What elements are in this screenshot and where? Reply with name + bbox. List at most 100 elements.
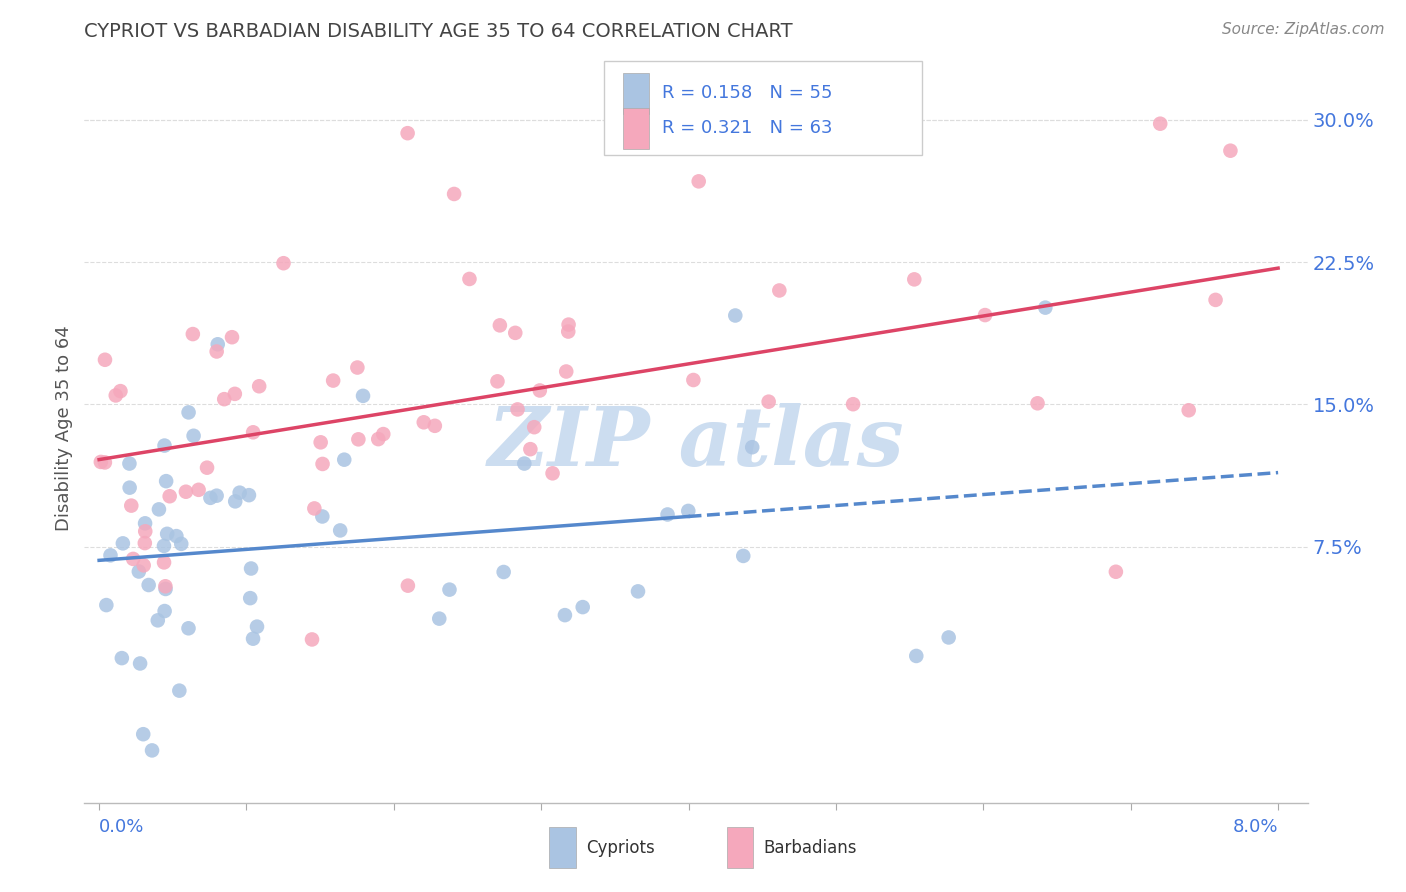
Point [138, 578, 160, 592]
Point [768, 284, 790, 298]
Point [557, 318, 579, 332]
Point [273, 256, 295, 270]
Point [146, 613, 169, 627]
Point [153, 539, 176, 553]
Point [506, 402, 529, 417]
Point [486, 375, 509, 389]
Point [170, 537, 193, 551]
FancyBboxPatch shape [550, 827, 576, 869]
Point [129, 657, 152, 671]
Point [195, 460, 218, 475]
Point [224, 494, 246, 508]
Point [122, 552, 145, 566]
Point [187, 483, 209, 497]
Point [174, 484, 197, 499]
FancyBboxPatch shape [623, 108, 650, 149]
Point [155, 474, 177, 488]
Point [94, 352, 117, 367]
Point [304, 501, 326, 516]
Point [541, 467, 564, 481]
Point [458, 272, 481, 286]
Point [153, 439, 176, 453]
Point [627, 584, 650, 599]
Point [200, 491, 222, 505]
Point [128, 565, 150, 579]
Point [503, 326, 526, 340]
Point [555, 364, 578, 378]
Point [205, 344, 228, 359]
Point [110, 384, 132, 398]
Point [1026, 396, 1049, 410]
Point [96, 598, 118, 612]
Point [741, 440, 763, 454]
Text: CYPRIOT VS BARBADIAN DISABILITY AGE 35 TO 64 CORRELATION CHART: CYPRIOT VS BARBADIAN DISABILITY AGE 35 T… [84, 21, 793, 41]
Point [311, 457, 333, 471]
Point [1105, 565, 1128, 579]
Point [221, 330, 243, 344]
Point [134, 516, 156, 531]
Point [239, 591, 262, 606]
Point [311, 509, 333, 524]
Point [111, 536, 134, 550]
Text: ZIP atlas: ZIP atlas [488, 403, 904, 483]
Point [443, 186, 465, 201]
Point [373, 427, 395, 442]
Point [322, 374, 344, 388]
Point [554, 608, 576, 623]
Point [118, 481, 141, 495]
Point [758, 394, 780, 409]
Point [1149, 117, 1171, 131]
Point [153, 604, 176, 618]
Point [492, 565, 515, 579]
Point [523, 420, 546, 434]
Text: 0.0%: 0.0% [98, 818, 145, 836]
Point [132, 727, 155, 741]
Point [205, 489, 228, 503]
Point [94, 455, 117, 469]
Point [242, 425, 264, 440]
Point [903, 272, 925, 286]
Point [557, 325, 579, 339]
Point [724, 309, 747, 323]
Text: R = 0.321   N = 63: R = 0.321 N = 63 [662, 120, 832, 137]
Point [155, 579, 177, 593]
Point [238, 488, 260, 502]
Point [519, 442, 541, 457]
Point [905, 648, 928, 663]
Y-axis label: Disability Age 35 to 64: Disability Age 35 to 64 [55, 326, 73, 531]
Point [352, 389, 374, 403]
Point [842, 397, 865, 411]
FancyBboxPatch shape [605, 61, 922, 154]
Point [529, 384, 551, 398]
Point [153, 555, 176, 569]
Point [100, 549, 122, 563]
FancyBboxPatch shape [727, 827, 754, 869]
Point [1033, 301, 1056, 315]
Point [155, 582, 177, 596]
Point [938, 631, 960, 645]
Point [246, 619, 269, 633]
Point [242, 632, 264, 646]
Point [181, 327, 204, 342]
Point [111, 651, 134, 665]
Point [412, 415, 434, 429]
Point [329, 524, 352, 538]
Point [396, 579, 419, 593]
Text: Barbadians: Barbadians [763, 838, 856, 856]
Point [212, 392, 235, 406]
Point [974, 308, 997, 322]
Point [423, 418, 446, 433]
Point [156, 526, 179, 541]
Point [120, 499, 142, 513]
Point [396, 126, 419, 140]
Point [678, 504, 700, 518]
Point [657, 508, 679, 522]
Point [240, 561, 263, 575]
Point [132, 558, 155, 573]
Point [513, 457, 536, 471]
Point [177, 621, 200, 635]
Point [309, 435, 332, 450]
Point [682, 373, 704, 387]
Point [134, 536, 156, 550]
Point [183, 429, 205, 443]
